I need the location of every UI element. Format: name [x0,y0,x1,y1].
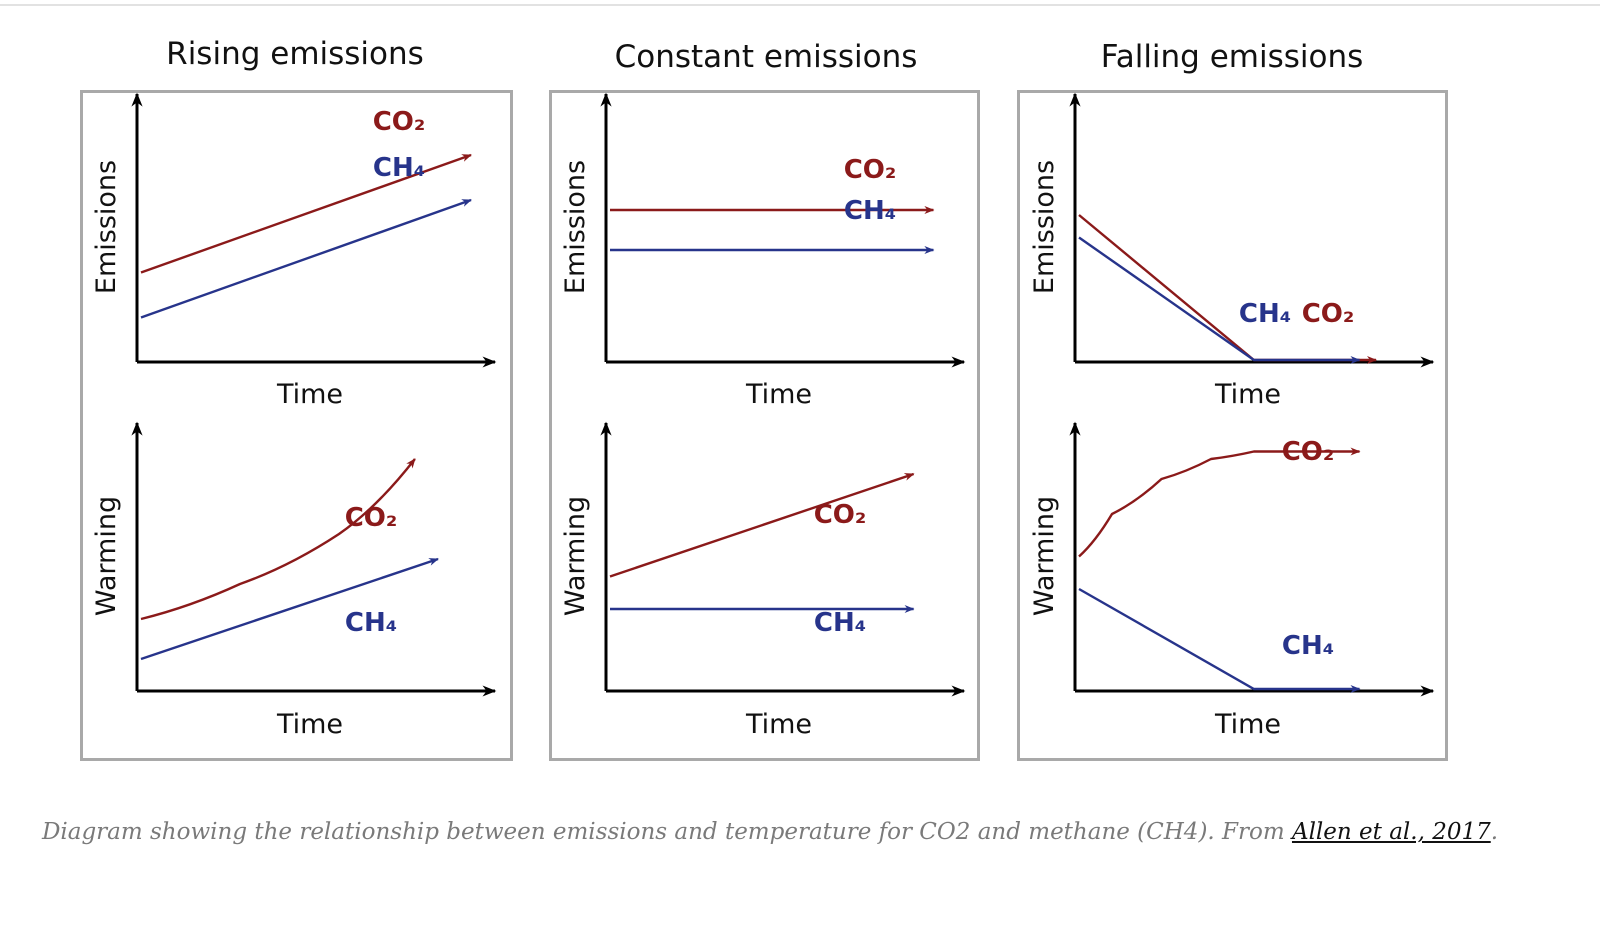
co2-series-line [140,458,416,621]
caption-text: Diagram showing the relationship between… [41,819,1292,845]
panel-frame-rising [80,90,513,761]
ch4-label: CH₄ [373,153,425,183]
panel-title-rising: Rising emissions [166,36,424,72]
co2-series-line [140,153,472,274]
x-axis-label: Time [276,379,343,410]
y-axis-label: Warming [560,496,591,616]
co2-label: CO₂ [373,107,426,137]
citation-link[interactable]: Allen et al., 2017 [1291,819,1491,845]
y-axis-label: Warming [91,496,122,616]
diagram-plots: Time Emissions CO₂ CH₄ Time Warming CO₂ CH₄ Time… [91,92,1435,740]
co2-series-line [1078,214,1377,364]
panel-frame-falling [1017,90,1448,761]
x-axis-label: Time [1214,379,1281,410]
y-axis-label: Emissions [560,160,591,294]
ch4-series-line [140,557,439,661]
panel-title-constant: Constant emissions [614,39,918,75]
ch4-series-line [1078,236,1361,364]
ch4-label: CH₄ [1239,299,1291,329]
co2-label: CO₂ [345,503,398,533]
x-axis-label: Time [276,709,343,740]
x-axis-label: Time [745,379,812,410]
co2-label: CO₂ [1282,437,1335,467]
co2-label: CO₂ [814,500,867,530]
co2-series-line [609,472,915,578]
panel-frame-constant [549,90,980,761]
ch4-label: CH₄ [814,608,866,638]
caption-end: . [1490,819,1499,845]
x-axis-label: Time [1214,709,1281,740]
x-axis-label: Time [745,709,812,740]
ch4-label: CH₄ [844,196,896,226]
panel-title-falling: Falling emissions [1100,39,1364,75]
co2-series-line [1078,447,1361,558]
top-divider [0,4,1600,6]
ch4-label: CH₄ [345,608,397,638]
ch4-series-line [1078,587,1361,693]
ch4-label: CH₄ [1282,631,1334,661]
y-axis-label: Emissions [91,160,122,294]
y-axis-label: Warming [1029,496,1060,616]
co2-label: CO₂ [1302,299,1355,329]
ch4-series-line [140,198,472,319]
figure-caption: Diagram showing the relationship between… [0,812,1540,852]
y-axis-label: Emissions [1029,160,1060,294]
co2-label: CO₂ [844,155,897,185]
